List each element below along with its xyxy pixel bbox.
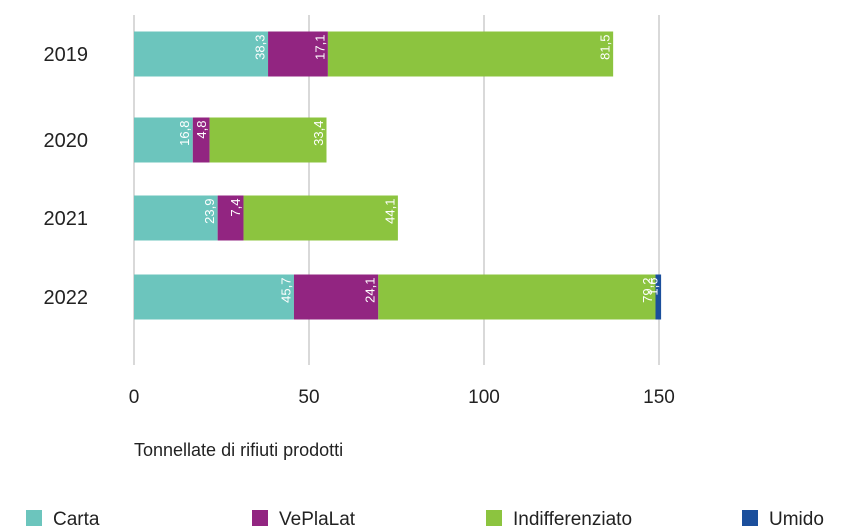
legend-swatch [486,510,502,526]
bar-segment [217,195,244,241]
data-label: 33,4 [311,121,326,146]
bar-segment [192,117,210,163]
bar-segment [293,274,379,320]
data-label: 4,8 [194,121,209,139]
legend-label: Umido [769,509,824,530]
bar-segment [134,117,193,163]
data-label: 24,1 [363,278,378,303]
category-labels: 2019 2020 2021 2022 [44,44,89,309]
x-tick-label: 100 [468,387,500,408]
legend-swatch [252,510,268,526]
data-label: 23,9 [202,199,217,224]
data-label: 44,1 [382,199,397,224]
data-label: 81,5 [598,35,613,60]
data-label: 16,8 [177,121,192,146]
x-tick-labels: 0 50 100 150 [129,387,675,408]
bar-segment [378,274,656,320]
bar-segment [134,274,294,320]
category-label: 2020 [44,130,89,152]
data-label: 17,1 [312,35,327,60]
category-label: 2021 [44,208,89,230]
legend-swatch [26,510,42,526]
bar-segment [134,195,218,241]
data-label: 7,4 [228,199,243,217]
data-label: 79,2 [640,278,655,303]
bars: 38,3 17,1 81,5 16,8 4,8 33,4 23,9 7,4 44,1 45,7 24… [134,31,662,320]
x-tick-label: 150 [643,387,675,408]
legend: Carta VePlaLat Indifferenziato Umido [26,509,824,530]
legend-swatch [742,510,758,526]
x-axis-title: Tonnellate di rifiuti prodotti [134,440,343,460]
legend-label: Indifferenziato [513,509,632,530]
x-tick-label: 0 [129,387,140,408]
bar-segment [268,31,328,77]
legend-label: Carta [53,509,100,530]
bar-segment [243,195,398,241]
data-label: 38,3 [252,35,267,60]
category-label: 2022 [44,287,89,309]
category-label: 2019 [44,44,89,66]
legend-label: VePlaLat [279,509,356,530]
bar-segment [655,274,662,320]
bar-segment [327,31,614,77]
x-tick-label: 50 [298,387,319,408]
data-label: 45,7 [278,278,293,303]
data-label: 1,6 [646,278,661,296]
bar-segment [209,117,327,163]
bar-segment [134,31,269,77]
